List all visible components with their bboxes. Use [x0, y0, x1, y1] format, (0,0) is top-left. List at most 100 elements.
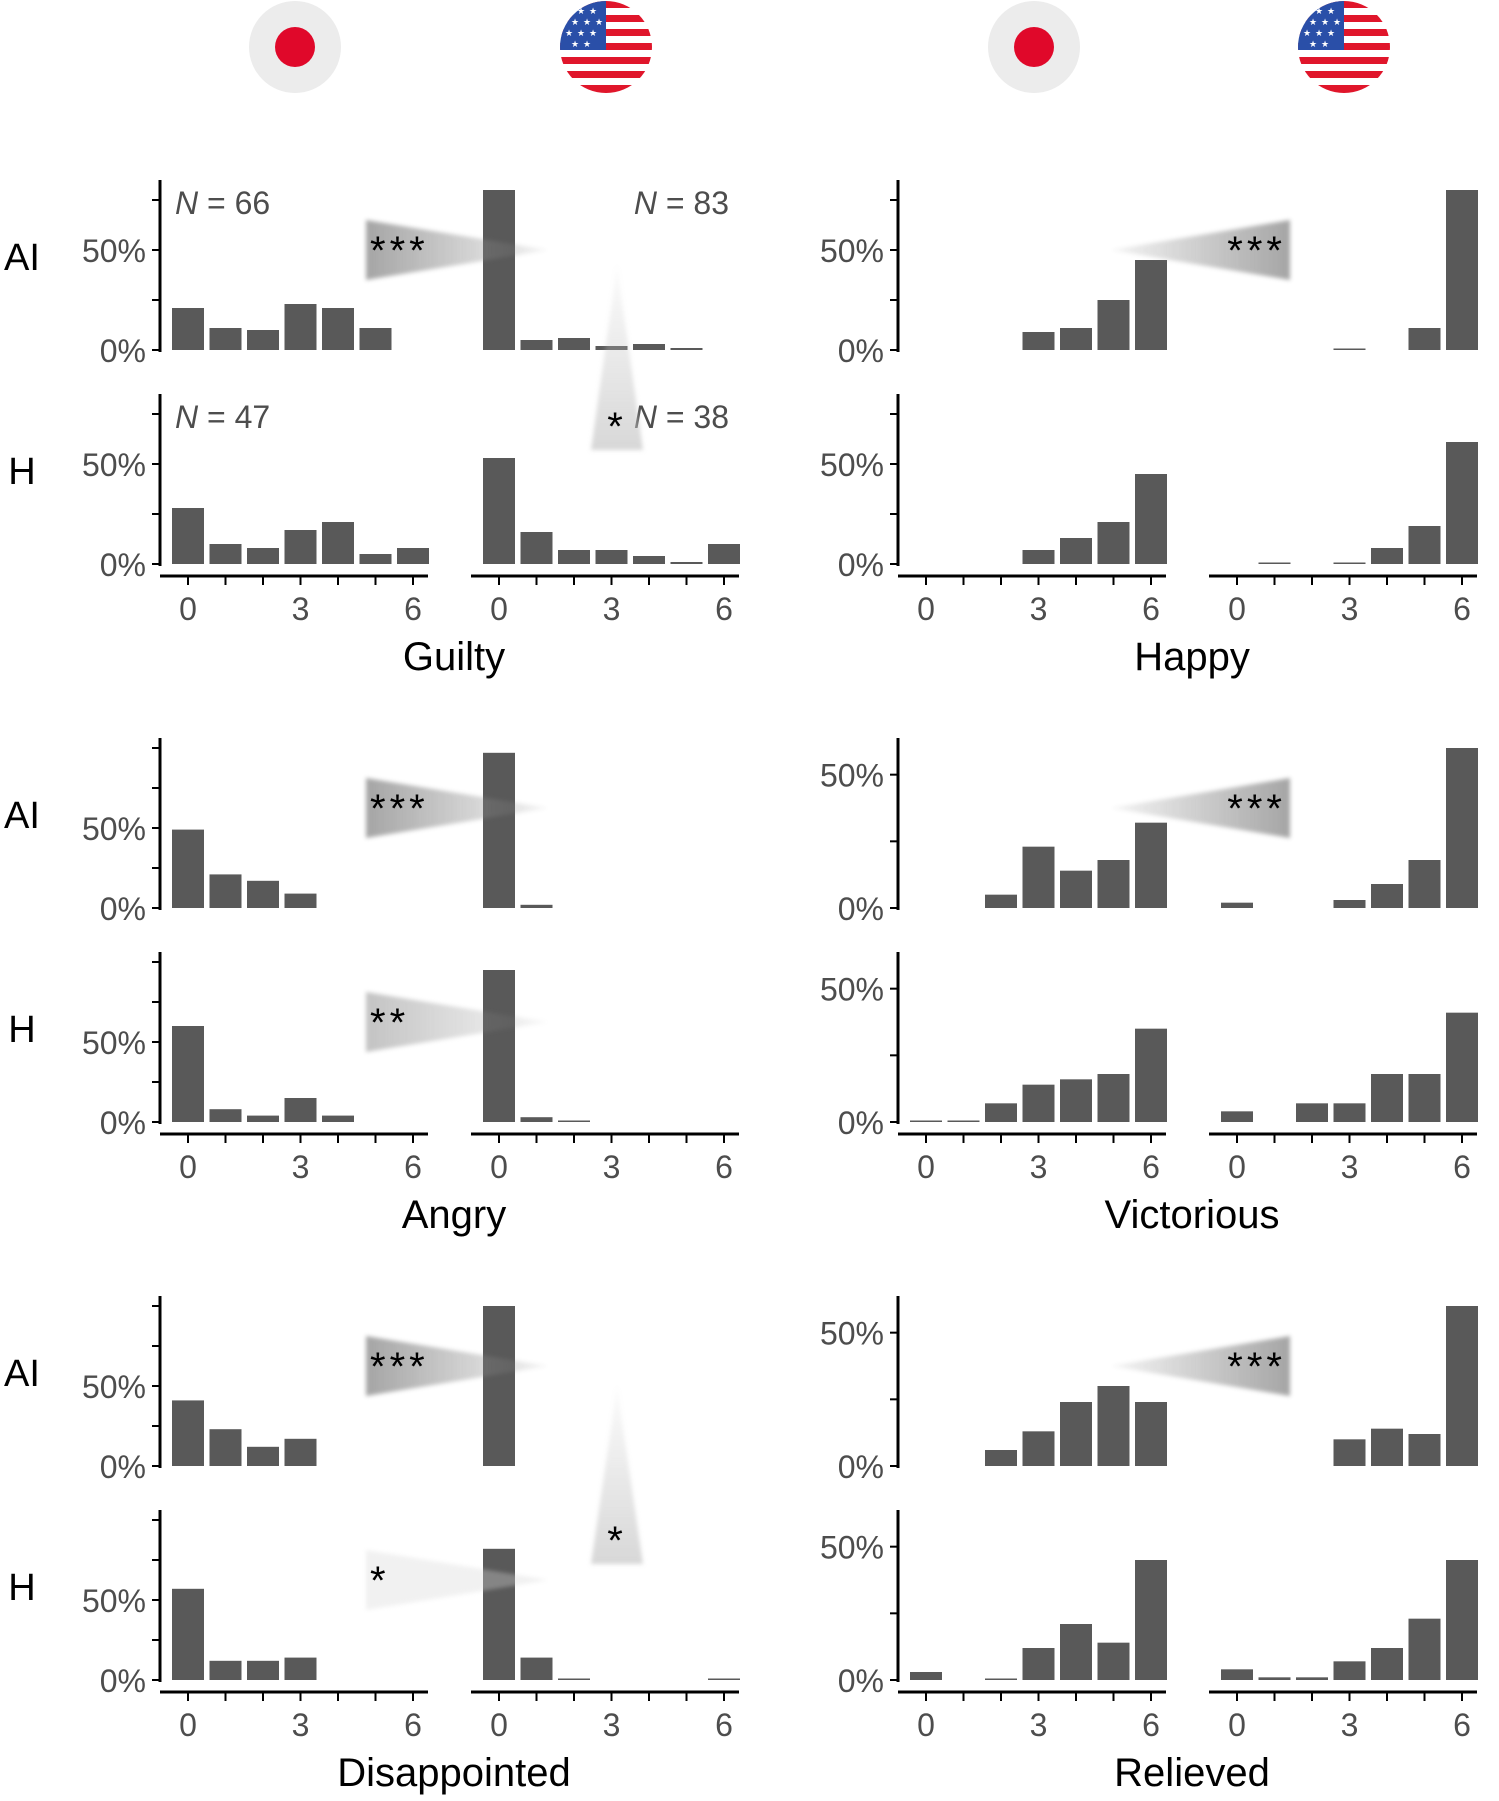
svg-text:★: ★ [1315, 6, 1323, 16]
bar [172, 1588, 204, 1680]
bar [1060, 1079, 1092, 1122]
bar [483, 752, 515, 908]
bar [1408, 1434, 1441, 1466]
y-tick-label: 0% [838, 547, 884, 583]
bar [1333, 348, 1366, 350]
y-tick-label: 50% [820, 758, 884, 794]
bar [1022, 1084, 1055, 1122]
bar [1135, 1028, 1167, 1122]
significance-wedge [591, 1386, 643, 1564]
bar [1022, 1648, 1055, 1680]
x-tick-label: 3 [1341, 1707, 1359, 1743]
bar [1446, 748, 1478, 908]
y-tick-label: 0% [838, 891, 884, 927]
svg-text:★: ★ [589, 6, 597, 16]
bar [172, 308, 204, 350]
significance-label: *** [1227, 1345, 1286, 1389]
bar [633, 344, 665, 350]
bar [910, 1120, 942, 1122]
bar [1060, 1402, 1092, 1466]
x-axis-label: Relieved [1114, 1751, 1270, 1795]
bar [1408, 1618, 1441, 1680]
bar [633, 556, 665, 564]
bar [1333, 1439, 1366, 1466]
bar [209, 1109, 242, 1122]
svg-text:★: ★ [583, 39, 591, 49]
y-tick-label: 0% [100, 1105, 146, 1141]
y-tick-label: 50% [820, 972, 884, 1008]
x-tick-label: 3 [292, 1707, 310, 1743]
x-tick-label: 6 [404, 1707, 422, 1743]
n-label: N = 38 [634, 399, 729, 435]
bar [1258, 562, 1291, 564]
bar [1371, 548, 1403, 564]
svg-text:★: ★ [1327, 6, 1335, 16]
bar [284, 1657, 317, 1680]
n-label: N = 47 [175, 399, 270, 435]
svg-text:★: ★ [565, 6, 573, 16]
x-tick-label: 6 [1142, 1707, 1160, 1743]
x-tick-label: 3 [603, 1149, 621, 1185]
y-tick-label: 50% [82, 447, 146, 483]
bar [1135, 1402, 1167, 1466]
bar [1446, 442, 1478, 564]
significance-wedge [1111, 1336, 1290, 1396]
bar [284, 893, 317, 908]
x-tick-label: 0 [917, 1149, 935, 1185]
bar [910, 1672, 942, 1680]
flag-japan-left [249, 1, 341, 93]
bar [520, 1117, 553, 1122]
y-tick-label: 0% [838, 1663, 884, 1699]
bar [284, 304, 317, 350]
bar [1446, 1306, 1478, 1466]
x-tick-label: 6 [715, 1707, 733, 1743]
bar [520, 904, 553, 908]
x-tick-label: 6 [715, 1149, 733, 1185]
row-label: AI [4, 795, 40, 837]
bar [1408, 1074, 1441, 1122]
x-tick-label: 0 [1228, 1707, 1246, 1743]
bar [1371, 1648, 1403, 1680]
y-tick-label: 50% [82, 233, 146, 269]
svg-text:★: ★ [583, 17, 591, 27]
x-tick-label: 0 [179, 1149, 197, 1185]
significance-wedge [1111, 778, 1290, 838]
y-tick-label: 0% [100, 333, 146, 369]
significance-wedge [591, 265, 643, 450]
bar [1333, 562, 1366, 564]
bar [1135, 1560, 1167, 1680]
svg-text:★: ★ [1315, 28, 1323, 38]
svg-text:★: ★ [1309, 17, 1317, 27]
x-tick-label: 0 [490, 1707, 508, 1743]
flag-usa-right: ★ ★ ★ ★ ★ ★ ★ ★ ★ ★ ★ [1298, 1, 1390, 93]
x-tick-label: 6 [404, 591, 422, 627]
chart-relieved: 0% 50% 0% 50% 0 3 6 0 3 6 Relieved *** [820, 1296, 1478, 1795]
usa-flag-icon: ★ ★ ★ ★ ★ ★ ★ ★ ★ ★ ★ [1298, 1, 1390, 93]
svg-text:★: ★ [589, 28, 597, 38]
bar [558, 550, 590, 564]
row-label: H [8, 1567, 35, 1609]
bar [209, 544, 242, 564]
bar [247, 1446, 279, 1466]
bar [209, 874, 242, 908]
svg-text:★: ★ [571, 17, 579, 27]
x-tick-label: 6 [1453, 591, 1471, 627]
x-tick-label: 0 [917, 1707, 935, 1743]
bar [209, 1429, 242, 1466]
svg-text:★: ★ [565, 28, 573, 38]
bar [1097, 860, 1130, 908]
significance-label: * [607, 1519, 627, 1563]
bar [483, 1306, 515, 1466]
bar [172, 1400, 204, 1466]
x-tick-label: 0 [490, 1149, 508, 1185]
bar [1296, 1677, 1328, 1680]
svg-text:★: ★ [595, 17, 603, 27]
x-tick-label: 3 [1030, 591, 1048, 627]
bar [483, 970, 515, 1122]
x-tick-label: 3 [1030, 1149, 1048, 1185]
y-tick-label: 0% [100, 1449, 146, 1485]
bar [1097, 1386, 1130, 1466]
svg-text:★: ★ [1303, 28, 1311, 38]
y-tick-label: 50% [820, 447, 884, 483]
